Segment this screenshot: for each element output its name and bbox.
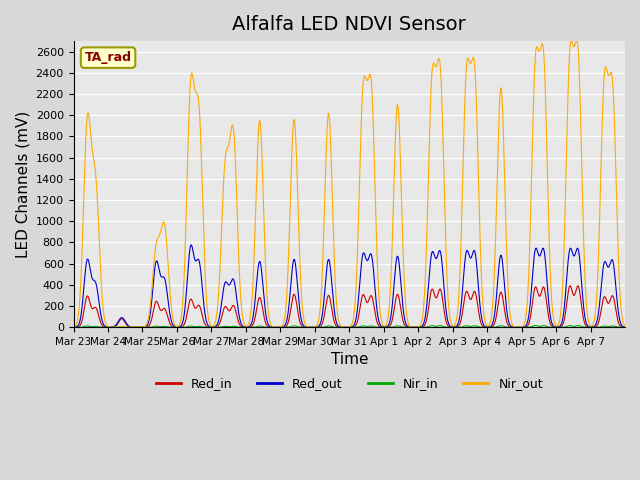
X-axis label: Time: Time — [330, 352, 368, 367]
Text: TA_rad: TA_rad — [84, 51, 132, 64]
Legend: Red_in, Red_out, Nir_in, Nir_out: Red_in, Red_out, Nir_in, Nir_out — [150, 372, 548, 395]
Title: Alfalfa LED NDVI Sensor: Alfalfa LED NDVI Sensor — [232, 15, 466, 34]
Y-axis label: LED Channels (mV): LED Channels (mV) — [15, 110, 30, 258]
